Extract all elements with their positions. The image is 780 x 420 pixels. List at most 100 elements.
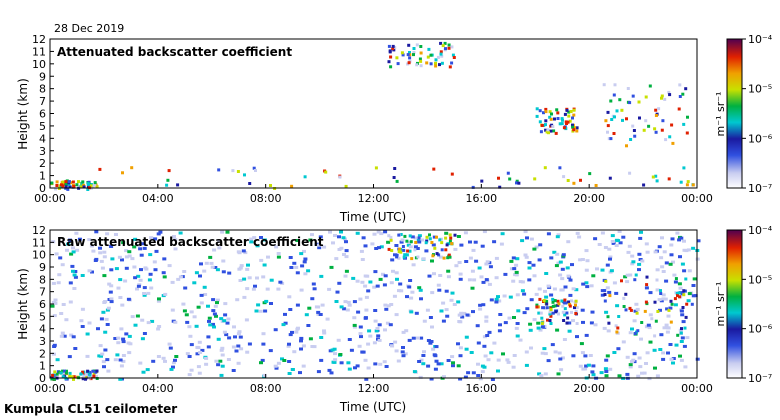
noise-cell — [187, 373, 192, 377]
feature-cell — [553, 304, 557, 308]
y-tick-label: 10 — [32, 249, 46, 262]
y-tick-label: 8 — [39, 273, 46, 286]
feature-cell — [432, 167, 436, 171]
noise-cell — [351, 276, 356, 280]
feature-cell — [55, 180, 59, 184]
noise-cell — [604, 374, 609, 378]
noise-cell — [546, 284, 551, 288]
noise-cell — [473, 240, 478, 244]
feature-cell — [645, 283, 649, 287]
noise-cell — [98, 344, 103, 348]
noise-cell — [397, 289, 401, 293]
noise-cell — [170, 308, 175, 312]
noise-cell — [544, 295, 549, 299]
noise-cell — [109, 297, 114, 301]
noise-cell — [319, 336, 324, 339]
noise-cell — [98, 251, 103, 255]
noise-cell — [430, 325, 434, 329]
feature-cell — [72, 185, 76, 188]
feature-cell — [338, 175, 342, 179]
noise-cell — [604, 358, 609, 362]
noise-cell — [481, 280, 486, 284]
noise-cell — [150, 319, 155, 323]
noise-cell — [403, 352, 408, 356]
feature-cell — [563, 112, 567, 116]
noise-cell — [666, 351, 670, 355]
noise-cell — [77, 237, 82, 241]
noise-cell — [505, 358, 510, 362]
feature-cell — [217, 168, 221, 172]
noise-cell — [242, 277, 247, 281]
noise-cell — [120, 258, 124, 262]
feature-cell — [624, 308, 628, 312]
noise-cell — [630, 254, 635, 258]
noise-cell — [539, 374, 544, 378]
feature-cell — [551, 304, 555, 308]
noise-cell — [269, 278, 274, 282]
noise-cell — [457, 261, 462, 264]
noise-cell — [379, 245, 384, 249]
feature-cell — [61, 369, 65, 373]
noise-cell — [75, 248, 80, 252]
noise-cell — [127, 254, 132, 258]
noise-cell — [202, 269, 207, 273]
feature-cell — [395, 179, 399, 183]
noise-cell — [549, 256, 554, 260]
feature-cell — [545, 302, 549, 306]
feature-cell — [535, 305, 539, 309]
noise-cell — [607, 247, 612, 251]
noise-cell — [492, 240, 497, 244]
noise-cell — [132, 245, 137, 249]
noise-cell — [102, 255, 107, 259]
noise-cell — [658, 308, 662, 312]
noise-cell — [450, 291, 455, 295]
feature-cell — [374, 166, 378, 170]
noise-cell — [489, 298, 494, 302]
noise-cell — [359, 249, 364, 253]
noise-cell — [605, 354, 610, 358]
noise-cell — [344, 249, 349, 253]
feature-cell — [82, 185, 86, 189]
noise-cell — [417, 240, 422, 244]
noise-cell — [444, 289, 449, 293]
noise-cell — [339, 246, 344, 250]
noise-cell — [328, 230, 332, 234]
x-tick-label: 04:00 — [142, 192, 174, 205]
noise-cell — [214, 359, 219, 363]
noise-cell — [677, 282, 682, 286]
noise-cell — [208, 255, 213, 259]
feature-cell — [408, 249, 412, 253]
noise-cell — [126, 297, 131, 301]
feature-cell — [548, 115, 552, 119]
feature-cell — [61, 375, 65, 379]
noise-cell — [560, 288, 565, 292]
noise-cell — [156, 299, 161, 303]
noise-cell — [243, 251, 248, 255]
noise-cell — [334, 300, 339, 303]
noise-cell — [62, 334, 67, 338]
feature-cell — [671, 141, 675, 145]
noise-cell — [678, 328, 683, 332]
noise-cell — [403, 253, 408, 257]
noise-cell — [222, 319, 227, 323]
noise-cell — [322, 329, 326, 333]
noise-cell — [509, 259, 514, 263]
noise-cell — [480, 364, 485, 368]
feature-cell — [442, 256, 446, 260]
noise-cell — [661, 270, 666, 273]
noise-cell — [540, 325, 545, 329]
noise-cell — [514, 270, 519, 274]
noise-cell — [282, 359, 287, 362]
noise-cell — [640, 371, 644, 375]
noise-cell — [595, 267, 599, 271]
noise-cell — [494, 256, 499, 260]
noise-cell — [625, 372, 630, 376]
feature-cell — [554, 310, 558, 314]
noise-cell — [628, 365, 633, 369]
feature-cell — [555, 108, 559, 112]
feature-cell — [434, 58, 438, 62]
feature-cell — [680, 327, 683, 331]
feature-cell — [557, 312, 560, 316]
feature-cell — [612, 132, 616, 135]
